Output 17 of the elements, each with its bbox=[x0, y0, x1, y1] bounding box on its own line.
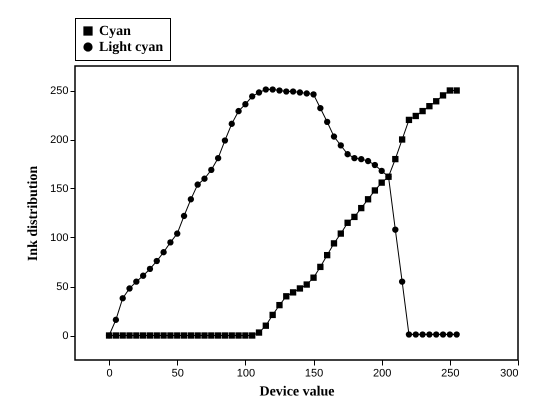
x-axis-title: Device value bbox=[259, 384, 335, 400]
y-axis-title: Ink distribution bbox=[26, 166, 42, 262]
x-tick-label: 300 bbox=[500, 368, 518, 380]
y-tick-label: 100 bbox=[50, 232, 68, 244]
x-tick-label: 0 bbox=[106, 368, 113, 380]
y-tick-label: 150 bbox=[50, 183, 68, 195]
y-tick-label: 250 bbox=[50, 85, 68, 97]
legend-label: Light cyan bbox=[99, 40, 164, 55]
x-tick-label: 200 bbox=[373, 368, 392, 380]
x-tick-label: 100 bbox=[236, 368, 256, 380]
y-tick-label: 50 bbox=[56, 281, 68, 293]
y-tick-label: 0 bbox=[62, 330, 68, 342]
legend-label: Cyan bbox=[99, 24, 132, 39]
y-tick-label: 200 bbox=[50, 134, 68, 146]
x-tick-label: 250 bbox=[441, 368, 460, 380]
x-tick-label: 50 bbox=[172, 368, 184, 380]
x-tick-label: 150 bbox=[304, 368, 324, 380]
